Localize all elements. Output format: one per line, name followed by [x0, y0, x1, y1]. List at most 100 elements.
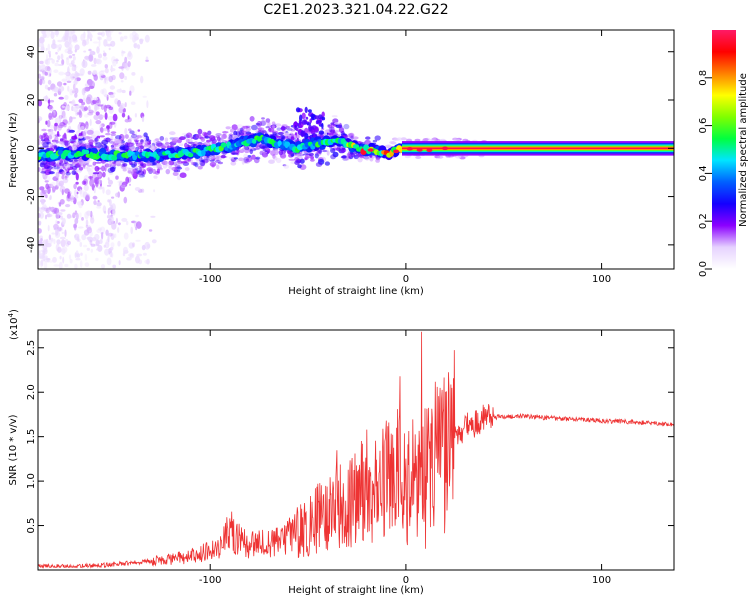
spectrogram-noise-blob	[49, 99, 55, 103]
spectrogram-noise-blob	[103, 104, 107, 113]
spectrogram-haze-blob	[164, 161, 171, 167]
spectrogram-noise-blob	[131, 31, 137, 37]
snr-y-tick-label: 2.5	[26, 340, 37, 356]
spectrogram-noise-blob	[38, 250, 42, 255]
spectrogram-haze-blob	[146, 167, 154, 172]
spectrogram-haze-blob	[193, 163, 199, 166]
spectrogram-noise-blob	[38, 116, 43, 122]
spectrogram-haze-blob	[240, 148, 247, 152]
spectrogram-noise-blob	[66, 57, 69, 60]
snr-y-multiplier-exp: 4	[7, 312, 15, 317]
spectrogram-noise-blob	[69, 258, 73, 264]
spectrogram-haze-blob	[155, 141, 163, 147]
spectrogram-haze-blob	[265, 126, 270, 129]
spectrogram-noise-blob	[41, 249, 47, 253]
spectrogram-noise-blob	[46, 189, 49, 195]
snr-y-tick-label: 1.0	[26, 473, 37, 489]
spectrogram-burst-blob	[314, 115, 319, 120]
spectrogram-haze-blob	[209, 159, 215, 162]
spectrogram-noise-blob	[47, 99, 50, 104]
spectrogram-noise-blob	[67, 50, 73, 55]
spectrogram-haze-blob	[297, 164, 302, 169]
spectrogram-haze-blob	[110, 166, 116, 173]
spectrogram-ridge-core	[83, 149, 90, 155]
spectrogram-noise-blob	[107, 115, 114, 121]
spectrogram-noise-blob	[93, 74, 98, 81]
spectrogram-noise-blob	[80, 252, 83, 256]
spectrogram-haze-blob	[40, 171, 46, 174]
spectrogram-peak-blob	[367, 148, 374, 152]
spectrogram-haze-blob	[94, 137, 99, 142]
spectrogram-haze-blob	[143, 144, 151, 148]
spectrogram-haze-blob	[151, 146, 155, 150]
spectrogram-haze-blob	[50, 162, 55, 166]
spectrogram-haze-blob	[249, 116, 255, 122]
spectrogram-noise-blob	[77, 238, 81, 243]
spectrogram-x-tick-label: 0	[403, 274, 409, 285]
spectrogram-haze-blob	[168, 164, 173, 171]
spectrogram-haze-blob	[221, 133, 227, 140]
spectrogram-noise-blob	[86, 100, 91, 104]
spectrogram-haze-blob	[179, 172, 187, 178]
spectrogram-noise-blob	[124, 56, 128, 64]
spectrogram-haze-blob	[165, 168, 171, 175]
spectrogram-noise-blob	[64, 263, 69, 268]
spectrogram-haze-blob	[71, 165, 78, 171]
spectrogram-noise-blob	[108, 232, 113, 237]
spectrogram-noise-blob	[46, 66, 51, 71]
spectrogram-noise-blob	[67, 240, 71, 246]
spectrogram-haze-blob	[209, 161, 217, 167]
spectrogram-noise-blob	[47, 68, 52, 74]
spectrogram-haze-blob	[141, 171, 145, 177]
spectrogram-ridge-halo	[462, 138, 469, 142]
spectrogram-ticks: -100 0 100 -40 -20 0 20 40	[26, 30, 674, 285]
spectrogram-noise-blob	[38, 64, 41, 71]
spectrogram-haze-blob	[352, 136, 359, 140]
spectrogram-noise-blob	[56, 124, 63, 131]
spectrogram-noise-blob	[95, 111, 100, 116]
spectrogram-noise-blob	[46, 53, 48, 62]
spectrogram-noise-blob	[80, 126, 85, 130]
spectrogram-noise-blob	[60, 226, 63, 231]
spectrogram-noise-blob	[119, 72, 125, 80]
spectrogram-noise-blob	[55, 219, 58, 226]
spectrogram-haze-blob	[54, 163, 60, 166]
spectrogram-noise-blob	[50, 115, 54, 120]
spectrogram-x-tick-label: -100	[199, 274, 222, 285]
spectrogram-haze-blob	[137, 170, 145, 176]
spectrogram-noise-blob	[92, 41, 99, 44]
spectrogram-noise-blob	[129, 183, 131, 186]
spectrogram-noise-blob	[72, 53, 76, 56]
spectrogram-noise-blob	[59, 255, 62, 260]
spectrogram-haze-blob	[162, 144, 168, 149]
spectrogram-haze-blob	[127, 170, 132, 174]
spectrogram-noise-blob	[105, 229, 109, 236]
spectrogram-noise-blob	[103, 210, 107, 214]
spectrogram-haze-blob	[303, 153, 310, 156]
spectrogram-noise-blob	[53, 238, 56, 245]
spectrogram-noise-blob	[96, 248, 100, 251]
spectrogram-noise-blob	[56, 239, 61, 245]
spectrogram-noise-blob	[59, 199, 65, 205]
spectrogram-haze-blob	[241, 125, 246, 131]
spectrogram-burst-blob	[295, 107, 301, 113]
spectrogram-noise-blob	[132, 242, 136, 248]
spectrogram-noise-blob	[45, 214, 47, 220]
spectrogram-noise-blob	[58, 47, 62, 51]
spectrogram-noise-blob	[47, 43, 51, 51]
spectrogram-noise-blob	[38, 239, 42, 245]
spectrogram-ridge-halo	[400, 137, 407, 141]
spectrogram-noise-blob	[81, 234, 87, 241]
spectrogram-noise-blob	[110, 40, 116, 47]
spectrogram-haze-blob	[181, 161, 188, 164]
spectrogram-haze-blob	[52, 140, 59, 145]
chart-title: C2E1.2023.321.04.22.G22	[263, 2, 449, 18]
spectrogram-y-tick-label: 40	[26, 45, 37, 58]
spectrogram-noise-blob	[61, 110, 66, 119]
spectrogram-peak-blob	[406, 147, 413, 151]
spectrogram-noise-blob	[98, 227, 102, 231]
spectrogram-haze-blob	[206, 155, 211, 161]
colorbar-tick-label: 0.4	[698, 165, 709, 181]
spectrogram-noise-blob	[38, 220, 42, 226]
spectrogram-haze-blob	[84, 136, 91, 140]
